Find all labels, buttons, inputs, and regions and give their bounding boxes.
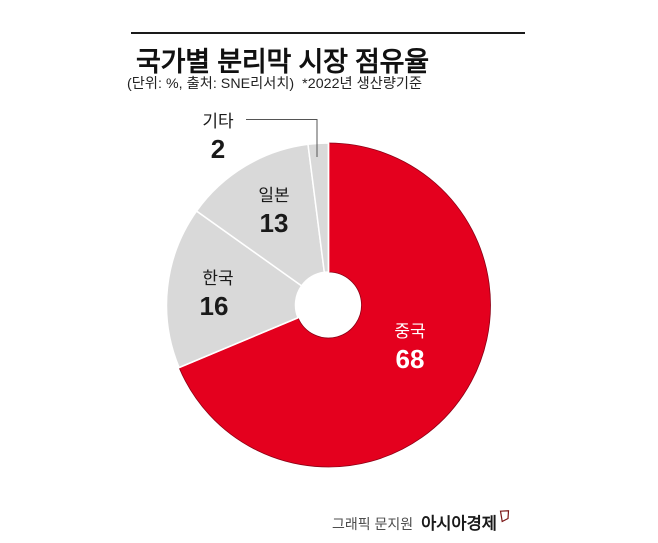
svg-text:2: 2 (211, 134, 225, 164)
svg-text:13: 13 (260, 208, 289, 238)
svg-text:16: 16 (200, 291, 229, 321)
svg-text:한국: 한국 (202, 269, 233, 288)
svg-text:68: 68 (396, 344, 425, 374)
svg-text:기타: 기타 (202, 112, 234, 131)
svg-text:중국: 중국 (394, 322, 425, 341)
svg-text:일본: 일본 (258, 186, 289, 205)
